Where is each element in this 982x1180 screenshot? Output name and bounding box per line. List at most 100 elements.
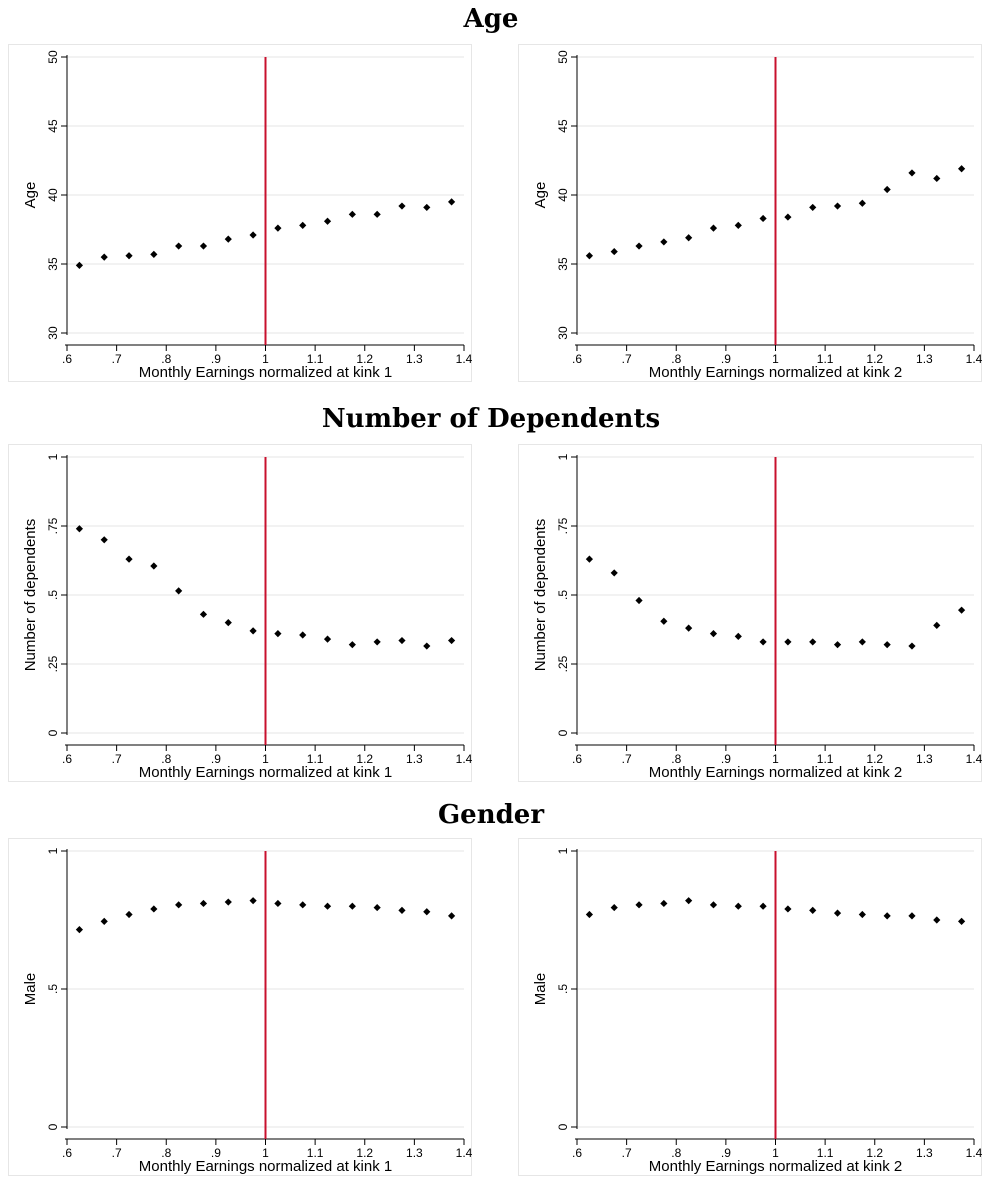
data-point [75,926,84,934]
x-tick-label: 1.3 [916,752,933,766]
chart-svg: 30 35 40 45 50 .6 .7 .8 .9 1 1.1 1.2 1.3 1.4 Monthly E… [22,50,473,381]
data-point [75,261,84,269]
data-point [734,632,742,640]
data-point [348,641,356,649]
data-point [175,242,183,250]
data-point [784,905,792,913]
x-tick-label: 1.4 [966,352,982,366]
x-tick-label: 1.1 [307,1146,324,1160]
x-axis-label: Monthly Earnings normalized at kink 1 [139,1158,392,1175]
data-point [398,906,406,914]
data-point [759,638,767,646]
data-point [957,165,966,173]
data-point [199,899,208,908]
x-tick-label: 1.3 [916,1146,933,1160]
data-point [398,202,406,210]
data-point [858,910,866,919]
y-tick-label: 35 [46,257,60,271]
y-tick-label: .5 [46,984,60,994]
x-axis-label: Monthly Earnings normalized at kink 2 [649,1158,902,1175]
data-point [423,908,431,916]
x-tick-label: 1.1 [817,352,834,366]
x-tick-label: .9 [211,752,221,766]
x-tick-label: .7 [112,752,122,766]
data-point [150,250,158,258]
data-point [610,903,618,912]
x-tick-label: .7 [622,752,632,766]
data-point [610,247,618,256]
data-point [100,253,108,261]
x-tick-label: .8 [161,1146,171,1160]
data-point [660,899,668,908]
data-point [125,555,133,563]
data-point [933,621,941,629]
y-tick-label: .5 [46,590,60,600]
data-point [734,902,742,910]
y-axis-label: Age [22,182,39,209]
data-point [908,169,916,177]
x-tick-label: 1 [772,1146,779,1160]
y-tick-label: .75 [556,517,570,534]
y-tick-label: 1 [556,847,570,854]
data-point [199,242,208,250]
data-point [447,912,456,920]
data-point [883,185,891,194]
data-point [100,536,108,544]
data-point [734,221,742,229]
x-tick-label: .6 [572,352,582,366]
x-tick-label: 1.2 [866,352,883,366]
x-tick-label: 1 [772,752,779,766]
data-point [908,642,916,650]
data-point [373,210,381,218]
chart-panel-age-kink1: 30 35 40 45 50 .6 .7 .8 .9 1 1.1 1.2 1.3 1.4 Monthly E… [8,44,473,382]
data-point [373,903,381,912]
data-point [100,917,108,925]
data-point [323,217,332,225]
x-tick-label: .6 [62,752,72,766]
data-point [224,619,232,627]
data-point [348,210,356,218]
data-point [299,631,307,639]
x-tick-label: .9 [721,1146,731,1160]
y-tick-label: 40 [556,188,570,202]
y-tick-label: 45 [46,119,60,133]
y-tick-label: 1 [46,453,60,460]
x-tick-label: 1.4 [966,1146,982,1160]
data-point [685,624,693,632]
x-tick-label: 1.4 [456,352,473,366]
data-point [759,214,767,223]
data-point [635,901,643,909]
y-tick-label: 0 [46,729,60,736]
data-point [224,898,232,906]
data-point [299,221,307,229]
data-point [447,636,456,645]
x-tick-label: 1 [772,352,779,366]
chart-svg: 0 .25 .5 .75 1 .6 .7 .8 .9 1 1.1 1.2 1.3 1.4 Monthly E… [532,453,982,781]
y-tick-label: .5 [556,984,570,994]
y-tick-label: 50 [46,50,60,64]
data-point [150,905,158,913]
data-point [858,199,866,207]
x-tick-label: 1 [262,1146,269,1160]
x-tick-label: 1.3 [406,1146,423,1160]
data-point [150,562,158,570]
data-point [685,897,693,905]
data-point [585,252,594,260]
data-point [199,610,208,618]
chart-svg: 30 35 40 45 50 .6 .7 .8 .9 1 1.1 1.2 1.3 1.4 Monthly E… [532,50,982,381]
data-point [833,641,842,649]
x-tick-label: .9 [211,1146,221,1160]
y-axis-label: Male [22,973,39,1006]
x-tick-label: .7 [622,1146,632,1160]
x-tick-label: 1.2 [356,752,373,766]
data-point [125,910,133,919]
x-tick-label: 1.1 [307,352,324,366]
data-point [274,899,282,908]
data-point [809,203,817,212]
data-point [585,555,594,563]
data-point [709,630,718,638]
data-point [249,627,257,635]
y-tick-label: .5 [556,590,570,600]
data-point [784,638,792,646]
data-point [833,202,842,210]
